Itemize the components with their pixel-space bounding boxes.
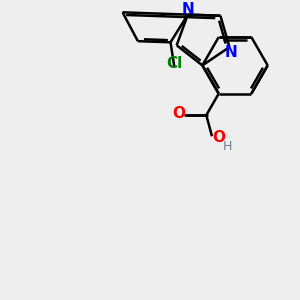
- Text: H: H: [223, 140, 232, 153]
- Text: O: O: [212, 130, 225, 145]
- Text: N: N: [224, 46, 237, 61]
- Text: Cl: Cl: [166, 56, 182, 71]
- Text: N: N: [182, 2, 194, 17]
- Text: O: O: [172, 106, 185, 121]
